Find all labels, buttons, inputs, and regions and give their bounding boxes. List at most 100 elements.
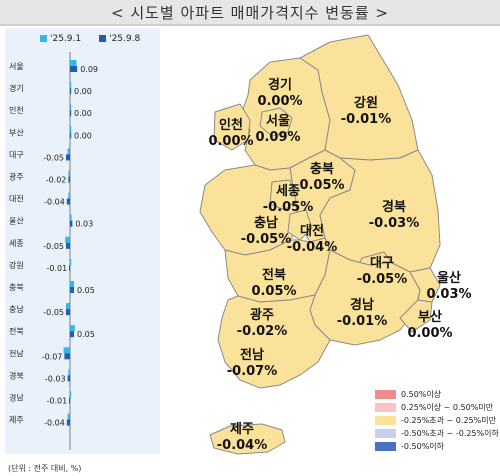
bar-value-label: -0.07 xyxy=(42,352,63,361)
bar-value-label: 0.03 xyxy=(75,220,93,229)
map-label-daejeon-value: -0.04% xyxy=(286,240,338,255)
map-label-jeonnam-value: -0.07% xyxy=(226,364,278,379)
bar-series-1 xyxy=(63,347,70,354)
map-legend-label: -0.50%이하 xyxy=(401,442,445,451)
map-label-daegu-value: -0.05% xyxy=(356,272,408,287)
bar-series-1 xyxy=(67,413,70,420)
bar-series-1 xyxy=(70,126,72,133)
map-label-seoul-value: 0.09% xyxy=(255,130,301,145)
bar-category-label: 부산 xyxy=(9,127,24,137)
map-label-gyeongnam-name: 경남 xyxy=(350,298,374,313)
map-label-daegu-name: 대구 xyxy=(370,256,394,271)
map-label-incheon: 인천 0.00% xyxy=(203,118,259,150)
map-label-jeju-value: -0.04% xyxy=(216,438,268,453)
map-region-seoul xyxy=(259,107,293,137)
bar-category-label: 강원 xyxy=(9,260,24,270)
bar-series-2 xyxy=(66,242,70,249)
map-legend-label: 0.50%이상 xyxy=(401,390,442,399)
map-label-chungbuk: 충북 0.05% xyxy=(294,162,350,194)
map-legend-row: -0.50%이하 xyxy=(375,440,499,453)
bar-value-label: -0.03 xyxy=(45,374,66,383)
bar-series-1 xyxy=(70,82,72,89)
map-label-gangwon: 강원 -0.01% xyxy=(336,96,396,128)
bar-value-label: 0.00 xyxy=(74,109,92,118)
bar-value-label: 0.05 xyxy=(77,330,95,339)
bar-series-1 xyxy=(68,170,70,177)
bar-series-2 xyxy=(70,132,72,139)
map-label-incheon-name: 인천 xyxy=(219,118,243,133)
map-label-jeonbuk-value: 0.05% xyxy=(251,284,297,299)
map-legend-row: 0.25%이상 ~ 0.50%미만 xyxy=(375,401,499,414)
legend-swatch-series-2 xyxy=(99,35,107,42)
bar-series-2 xyxy=(68,176,70,183)
bar-value-label: -0.05 xyxy=(43,153,64,162)
map-legend-swatch xyxy=(375,429,396,438)
bar-series-1 xyxy=(70,258,72,265)
map-legend-label: -0.25%초과 ~ 0.25%미만 xyxy=(401,416,496,425)
map-label-chungnam-value: -0.05% xyxy=(240,232,292,247)
bar-category-label: 전북 xyxy=(9,326,24,336)
map-label-gyeongnam: 경남 -0.01% xyxy=(332,298,392,330)
map-label-daegu: 대구 -0.05% xyxy=(350,256,414,288)
map-label-gyeongnam-value: -0.01% xyxy=(336,314,388,329)
chart-title-bar: < 시도별 아파트 매매가격지수 변동률 > xyxy=(0,0,500,26)
bar-series-1 xyxy=(68,192,70,199)
bar-category-label: 울산 xyxy=(9,216,24,226)
map-label-seoul: 서울 0.09% xyxy=(250,114,306,146)
map-label-gwangju-name: 광주 xyxy=(250,308,274,323)
bar-series-1 xyxy=(66,303,70,310)
map-label-gangwon-name: 강원 xyxy=(354,96,378,111)
bar-category-label: 세종 xyxy=(9,239,24,248)
bar-value-label: -0.04 xyxy=(44,198,65,207)
bar-series-1 xyxy=(68,369,70,376)
map-legend-swatch xyxy=(375,390,396,399)
bar-series-1 xyxy=(70,391,72,398)
bar-legend: '25.9.1 '25.9.8 xyxy=(40,34,140,44)
map-label-gyeonggi-name: 경기 xyxy=(268,78,292,93)
map-label-ulsan-name: 울산 xyxy=(437,271,461,286)
map-region-jeonnam xyxy=(217,294,331,389)
unit-note: (단위 : 전주 대비, %) xyxy=(8,464,82,473)
bar-value-label: -0.05 xyxy=(43,308,64,317)
bar-series-1 xyxy=(70,214,72,221)
bar-value-label: 0.00 xyxy=(74,131,92,140)
map-legend-swatch xyxy=(375,442,396,451)
chart-title: < 시도별 아파트 매매가격지수 변동률 > xyxy=(111,3,389,22)
bar-category-label: 전남 xyxy=(9,348,24,358)
bar-value-label: -0.04 xyxy=(44,419,65,428)
map-label-chungbuk-name: 충북 xyxy=(310,162,334,177)
bar-category-label: 인천 xyxy=(9,105,24,115)
bar-category-label: 광주 xyxy=(9,172,24,182)
map-label-daejeon-name: 대전 xyxy=(300,224,324,239)
legend-label-series-2: '25.9.8 xyxy=(109,34,141,44)
bar-category-label: 충북 xyxy=(9,283,24,292)
map-legend-swatch xyxy=(375,403,396,412)
map-legend-label: 0.25%이상 ~ 0.50%미만 xyxy=(401,403,494,412)
map-region-jeju xyxy=(209,423,286,455)
map-label-jeonnam-name: 전남 xyxy=(240,348,264,363)
bar-category-label: 경기 xyxy=(9,83,24,93)
map-legend-row: -0.25%초과 ~ 0.25%미만 xyxy=(375,414,499,427)
map-label-sejong: 세종 -0.05% xyxy=(258,184,318,216)
bar-series-1 xyxy=(70,281,74,287)
map-region-daejeon xyxy=(287,209,313,241)
bar-category-label: 제주 xyxy=(9,416,24,425)
bar-value-label: -0.01 xyxy=(46,397,67,406)
map-label-jeonnam: 전남 -0.07% xyxy=(222,348,282,380)
bar-category-label: 서울 xyxy=(9,62,24,71)
bar-category-label: 대구 xyxy=(9,150,24,159)
map-label-chungbuk-value: 0.05% xyxy=(299,178,345,193)
bar-series-2 xyxy=(66,154,70,161)
map-label-gyeongbuk-name: 경북 xyxy=(382,200,406,215)
bar-series-2 xyxy=(70,88,72,95)
bar-series-1 xyxy=(70,325,75,332)
bar-series-2 xyxy=(69,264,70,271)
map-legend: 0.50%이상 0.25%이상 ~ 0.50%미만 -0.25%초과 ~ 0.2… xyxy=(375,388,499,453)
bar-value-label: 0.09 xyxy=(80,65,98,74)
map-legend-label: -0.50%초과 ~ -0.25%이하 xyxy=(401,429,499,438)
map-legend-swatch xyxy=(375,416,396,425)
bar-category-label: 경남 xyxy=(9,393,24,403)
bar-series-1 xyxy=(67,148,70,155)
bar-value-label: -0.01 xyxy=(46,264,67,273)
